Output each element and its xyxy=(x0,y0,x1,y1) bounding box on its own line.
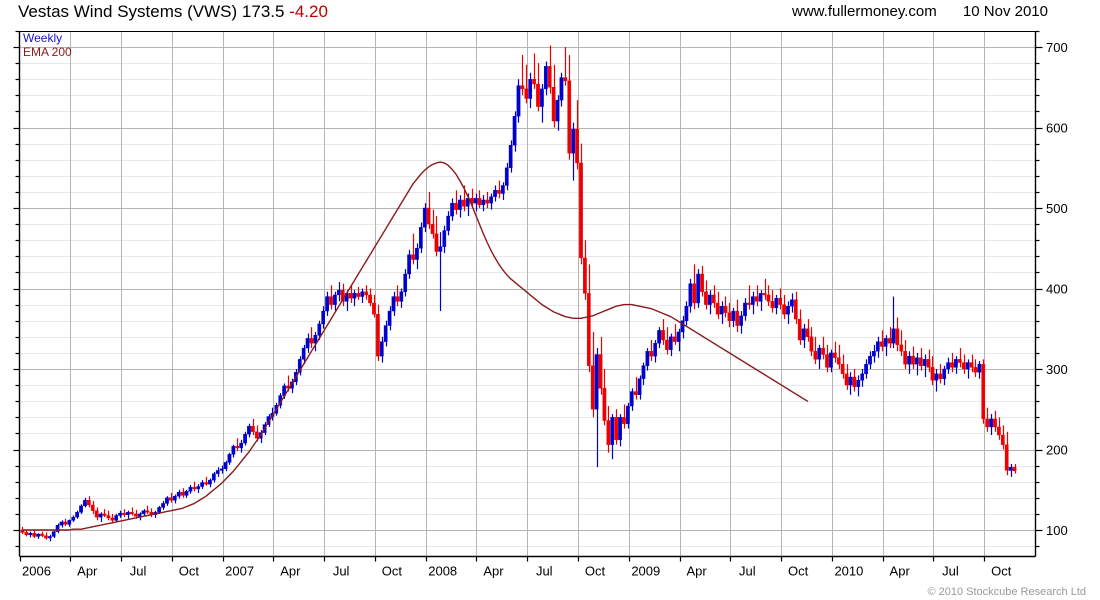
y-axis-tick: 300 xyxy=(1046,362,1068,377)
y-axis-tick: 700 xyxy=(1046,40,1068,55)
x-axis-tick: Apr xyxy=(77,564,98,579)
candlestick-series[interactable] xyxy=(20,45,1017,542)
x-axis-tick: Jul xyxy=(536,564,553,579)
x-axis-tick: Oct xyxy=(991,564,1012,579)
copyright-notice: © 2010 Stockcube Research Ltd xyxy=(927,586,1086,598)
x-axis-tick: Oct xyxy=(585,564,606,579)
website-url: www.fullermoney.com xyxy=(791,3,937,20)
x-axis-tick: Jul xyxy=(739,564,756,579)
instrument-title: Vestas Wind Systems (VWS) 173.5 -4.20 xyxy=(18,2,328,22)
x-axis-tick: Apr xyxy=(483,564,504,579)
axis-lines xyxy=(13,30,1043,562)
x-axis-tick: Apr xyxy=(686,564,707,579)
legend-item-weekly: Weekly xyxy=(23,31,63,45)
y-axis-tick: 500 xyxy=(1046,201,1068,216)
instrument-name: Vestas Wind Systems (VWS) xyxy=(18,2,238,21)
x-axis-tick-labels: 2006 Apr Jul Oct 2007 Apr Jul Oct 2008 Apr Jul Oct 2… xyxy=(22,564,1012,579)
y-axis-tick: 600 xyxy=(1046,121,1068,136)
x-axis-tick: 2007 xyxy=(225,564,254,579)
x-axis-tick: Oct xyxy=(382,564,403,579)
last-price: 173.5 xyxy=(241,2,285,21)
y-axis-tick: 100 xyxy=(1046,523,1068,538)
chart-legend: Weekly EMA 200 xyxy=(23,31,72,59)
y-axis-tick: 200 xyxy=(1046,443,1068,458)
x-axis-tick: Jul xyxy=(942,564,959,579)
header-meta: www.fullermoney.com 10 Nov 2010 xyxy=(792,3,1048,20)
x-axis-tick: Apr xyxy=(890,564,911,579)
ema200-line xyxy=(21,161,809,531)
x-axis-tick: 2010 xyxy=(834,564,863,579)
x-axis-tick: Jul xyxy=(130,564,147,579)
chart-date: 10 Nov 2010 xyxy=(962,3,1048,20)
x-axis-tick: 2006 xyxy=(22,564,51,579)
price-change: -4.20 xyxy=(289,2,328,21)
x-axis-tick: Oct xyxy=(788,564,809,579)
y-axis-tick-labels: 100 200 300 400 500 600 700 xyxy=(1046,40,1068,538)
x-axis-tick: 2009 xyxy=(631,564,660,579)
x-axis-tick: Jul xyxy=(333,564,350,579)
chart-header: Vestas Wind Systems (VWS) 173.5 -4.20 ww… xyxy=(0,0,1100,28)
x-axis-tick: 2008 xyxy=(428,564,457,579)
y-axis-tick: 400 xyxy=(1046,282,1068,297)
x-axis-tick: Apr xyxy=(280,564,301,579)
x-axis-tick: Oct xyxy=(179,564,200,579)
grid-vertical xyxy=(70,31,985,557)
legend-item-ema200: EMA 200 xyxy=(23,45,72,59)
